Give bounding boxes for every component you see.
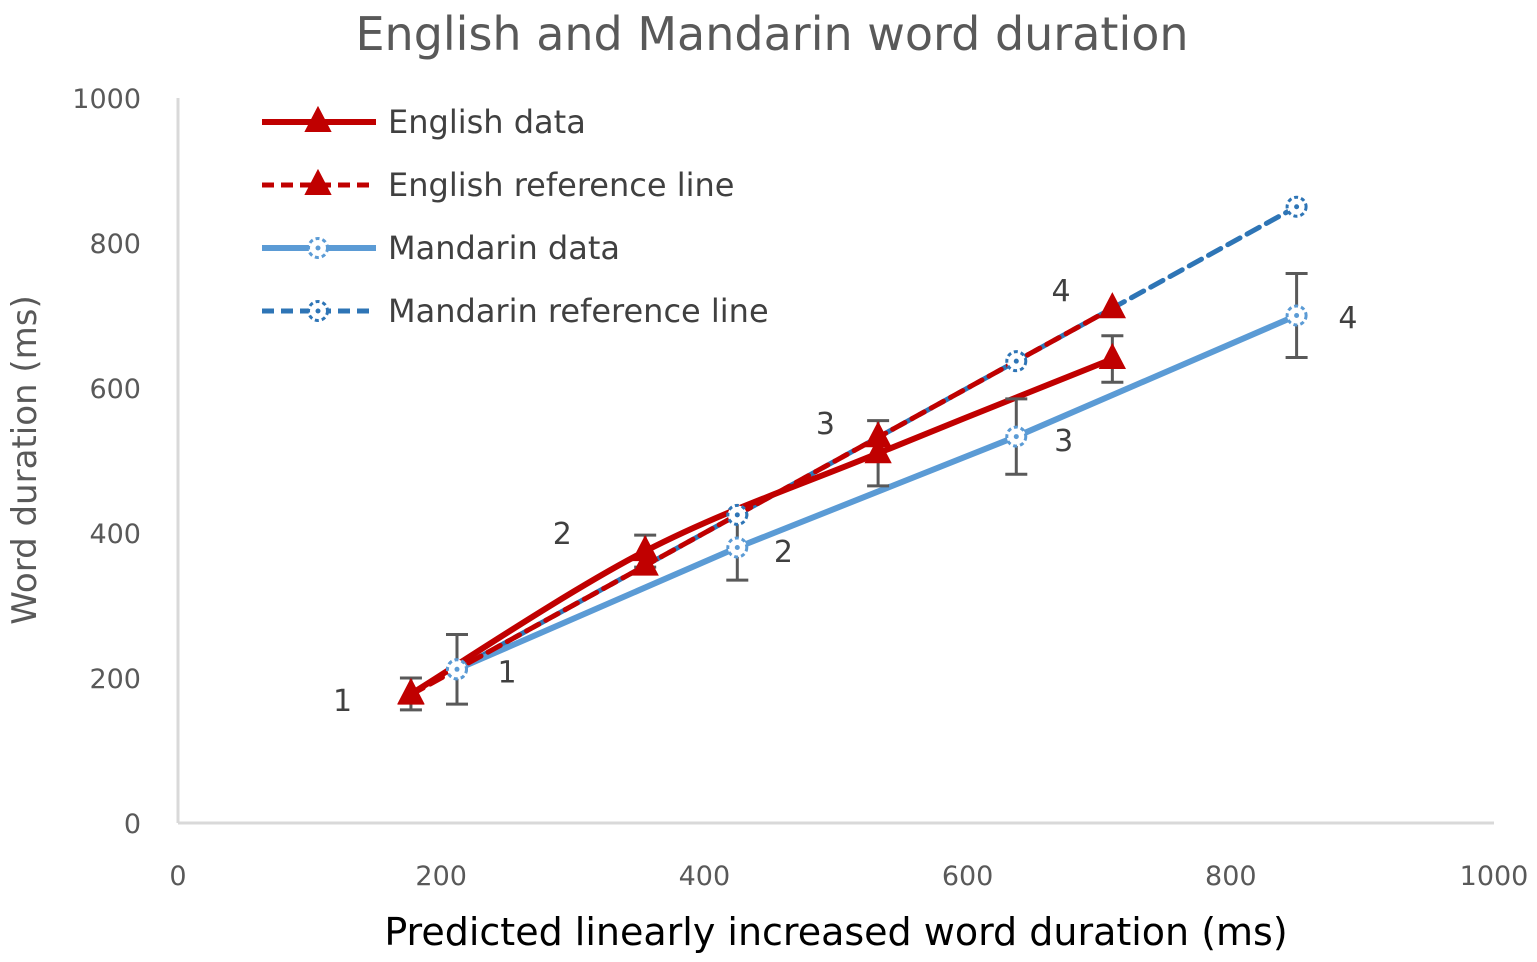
data-point-marker <box>397 677 425 704</box>
x-axis-label: Predicted linearly increased word durati… <box>384 910 1287 954</box>
data-point-marker <box>864 437 892 464</box>
data-point-marker-center <box>734 512 740 518</box>
y-tick-label: 1000 <box>72 84 141 115</box>
point-labels: 1 2 3 4 1 2 3 4 <box>333 274 1358 719</box>
data-point-marker <box>631 549 659 576</box>
point-label: 4 <box>1051 274 1070 309</box>
point-label: 4 <box>1338 301 1357 336</box>
x-tick-label: 200 <box>415 861 467 892</box>
point-label: 1 <box>497 655 516 690</box>
data-point-marker-center <box>1013 434 1019 440</box>
y-tick-label: 400 <box>89 519 141 550</box>
legend-entry-label: Mandarin data <box>388 229 620 267</box>
error-bars <box>399 271 1308 712</box>
data-point-marker-center <box>1294 313 1300 318</box>
data-point-marker <box>1098 342 1127 369</box>
series-line-0 <box>407 356 1116 697</box>
legend: English data English reference line Mandar… <box>262 103 769 330</box>
y-tick-label: 0 <box>124 809 141 840</box>
series-markers <box>397 195 1308 705</box>
series-line-2 <box>453 312 1300 673</box>
point-label: 2 <box>553 517 572 552</box>
y-tick-label: 600 <box>89 374 141 405</box>
legend-swatch-marker <box>304 168 332 195</box>
point-label: 3 <box>1054 424 1073 459</box>
point-label: 2 <box>774 535 793 570</box>
legend-entry-label: Mandarin reference line <box>388 292 769 330</box>
x-tick-label: 600 <box>942 861 994 892</box>
data-point-marker <box>631 534 659 562</box>
point-label: 3 <box>816 407 835 442</box>
x-tick-label: 1000 <box>1460 861 1529 892</box>
data-point-marker-center <box>1294 204 1300 210</box>
data-point-marker-center <box>454 666 460 672</box>
x-tick-label: 400 <box>679 861 731 892</box>
legend-swatch-marker-center <box>315 308 321 314</box>
data-point-marker-center <box>1013 358 1019 364</box>
axis-ticks: 0 200 400 600 800 1000 0 200 400 600 800 1000 <box>72 84 1528 892</box>
data-point-marker <box>1098 292 1127 319</box>
legend-entry-label: English reference line <box>388 166 734 204</box>
chart-title: English and Mandarin word duration <box>355 7 1188 61</box>
legend-swatch-marker-center <box>315 245 321 251</box>
y-axis-label: Word duration (ms) <box>5 295 45 624</box>
x-tick-label: 800 <box>1205 861 1257 892</box>
legend-swatch-marker <box>304 105 332 132</box>
legend-entry-label: English data <box>388 103 586 141</box>
data-point-marker-center <box>734 545 740 550</box>
x-tick-label: 0 <box>169 861 186 892</box>
series-lines <box>407 204 1300 698</box>
point-label: 1 <box>333 684 352 719</box>
y-tick-label: 200 <box>89 664 141 695</box>
y-tick-label: 800 <box>89 229 141 260</box>
